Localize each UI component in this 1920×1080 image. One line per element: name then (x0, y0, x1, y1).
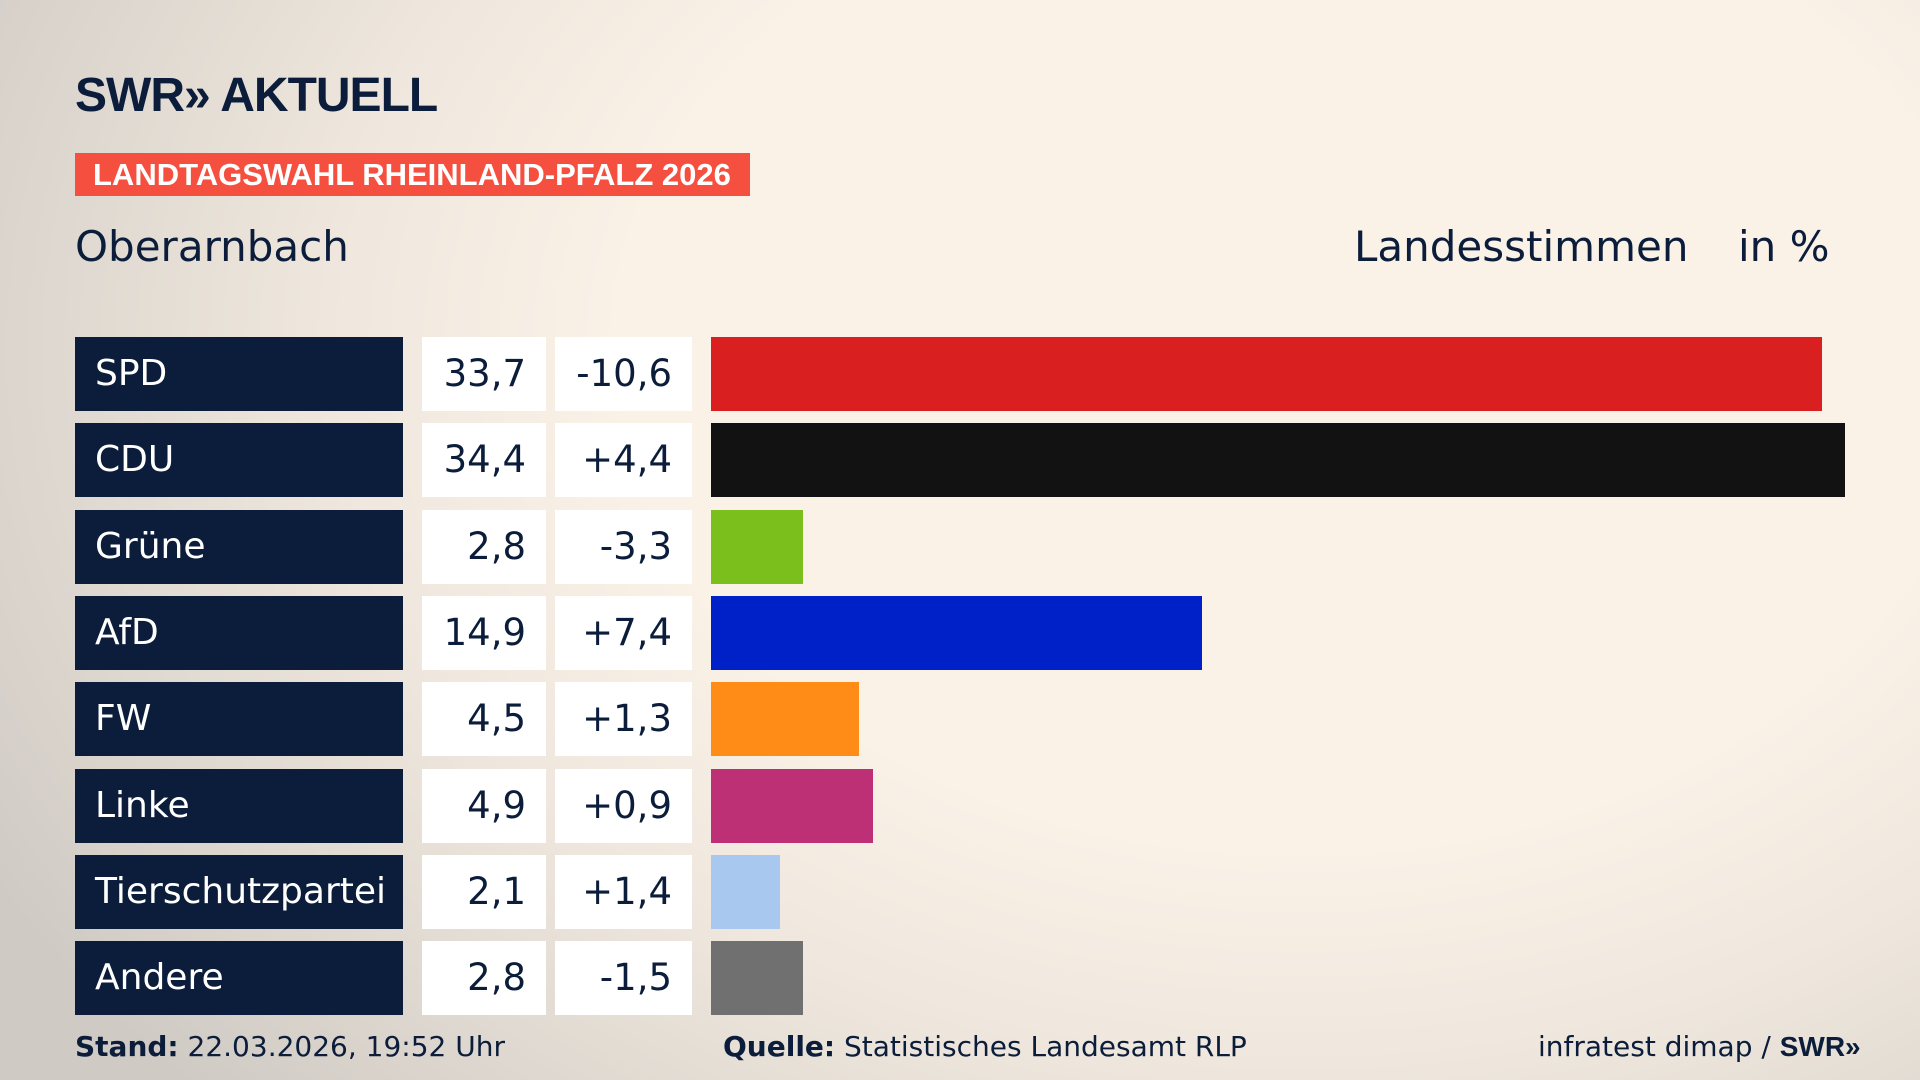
party-label: CDU (75, 423, 403, 498)
stand: Stand: 22.03.2026, 19:52 Uhr (75, 1030, 505, 1063)
diff-label: -3,3 (555, 509, 692, 584)
value-label: 2,8 (422, 509, 546, 584)
bar (711, 337, 1822, 411)
diff-label: +1,3 (555, 682, 692, 757)
swr-aktuell-logo: SWR» AKTUELL (75, 69, 438, 122)
party-label: SPD (75, 337, 403, 411)
credit-text: infratest dimap / (1538, 1030, 1771, 1063)
bar (711, 423, 1845, 498)
value-label: 2,8 (422, 941, 546, 1016)
party-label: FW (75, 682, 403, 757)
diff-label: +7,4 (555, 595, 692, 670)
diff-label: +4,4 (555, 423, 692, 498)
bar (711, 682, 860, 757)
swr-logo: SWR» (1779, 1031, 1861, 1062)
party-label: Andere (75, 941, 403, 1016)
diff-label: -10,6 (555, 337, 692, 411)
bar (711, 941, 804, 1016)
stand-label: Stand: (75, 1030, 179, 1063)
diff-label: +0,9 (555, 768, 692, 843)
vote-type: Landesstimmen (1354, 222, 1689, 271)
party-label: Linke (75, 768, 403, 843)
source-value: Statistisches Landesamt RLP (844, 1030, 1247, 1063)
party-label: AfD (75, 595, 403, 670)
value-label: 4,5 (422, 682, 546, 757)
source: Quelle: Statistisches Landesamt RLP (723, 1030, 1247, 1063)
election-tag: LANDTAGSWAHL RHEINLAND-PFALZ 2026 (75, 153, 750, 196)
diff-label: +1,4 (555, 854, 692, 929)
credit: infratest dimap / SWR» (1538, 1030, 1861, 1063)
value-label: 14,9 (422, 595, 546, 670)
value-label: 4,9 (422, 768, 546, 843)
source-label: Quelle: (723, 1030, 836, 1063)
place-title: Oberarnbach (75, 222, 349, 271)
bar (711, 854, 781, 929)
party-label: Tierschutzpartei (75, 854, 403, 929)
value-label: 34,4 (422, 423, 546, 498)
bar (711, 595, 1203, 670)
value-label: 2,1 (422, 854, 546, 929)
stand-value: 22.03.2026, 19:52 Uhr (187, 1030, 505, 1063)
diff-label: -1,5 (555, 941, 692, 1016)
bar (711, 509, 804, 584)
party-label: Grüne (75, 509, 403, 584)
value-label: 33,7 (422, 337, 546, 411)
unit-label: in % (1738, 222, 1830, 271)
bar (711, 768, 873, 843)
